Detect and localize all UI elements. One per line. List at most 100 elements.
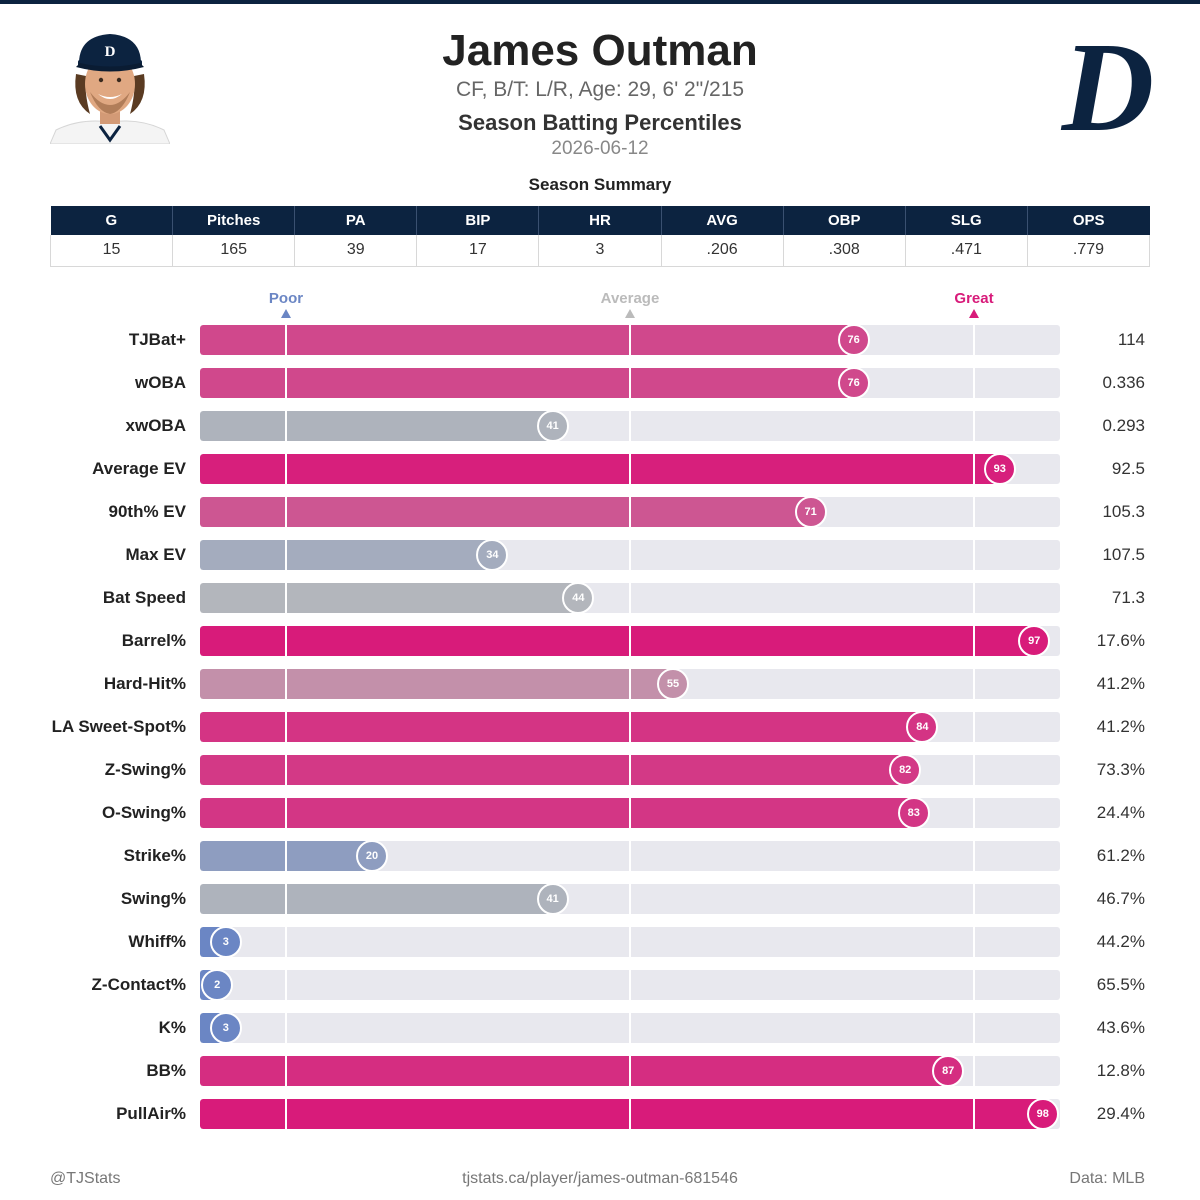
bar-track [200, 497, 1060, 527]
summary-header-cell: AVG [660, 206, 784, 235]
summary-value-cell: 165 [172, 235, 295, 267]
reference-line [285, 927, 287, 957]
metric-label: wOBA [135, 373, 186, 392]
percentile-bar [200, 583, 579, 613]
reference-line [973, 540, 975, 570]
reference-line [629, 841, 631, 871]
metric-value: 61.2% [1096, 846, 1145, 865]
percentile-bubble: 41 [536, 883, 569, 915]
bar-track [200, 970, 1060, 1000]
reference-line [973, 626, 975, 656]
scale-marker-average-icon [625, 309, 635, 318]
reference-line [629, 884, 631, 914]
bar-track [200, 325, 1060, 355]
bar-track [200, 884, 1060, 914]
metric-row: Swing% 41 46.7% [0, 883, 1200, 915]
reference-line [629, 712, 631, 742]
reference-line [285, 368, 287, 398]
reference-line [629, 1099, 631, 1129]
summary-header-cell: SLG [904, 206, 1028, 235]
scale-label-poor: Poor [268, 290, 304, 307]
percentile-bar [200, 454, 1000, 484]
reference-line [973, 712, 975, 742]
reference-line [973, 841, 975, 871]
reference-line [285, 454, 287, 484]
metric-value: 41.2% [1096, 674, 1145, 693]
percentile-bubble: 87 [932, 1055, 965, 1087]
metric-value: 73.3% [1096, 760, 1145, 779]
reference-line [285, 841, 287, 871]
summary-value-cell: .779 [1026, 235, 1151, 267]
metric-row: wOBA 76 0.336 [0, 367, 1200, 399]
summary-header-cell: BIP [416, 206, 539, 235]
reference-line [973, 583, 975, 613]
metric-row: BB% 87 12.8% [0, 1055, 1200, 1087]
metric-label: xwOBA [125, 416, 186, 435]
reference-line [285, 1099, 287, 1129]
reference-line [285, 669, 287, 699]
svg-text:D: D [105, 44, 116, 60]
svg-text:D: D [1061, 22, 1154, 146]
summary-header-cell: Pitches [172, 206, 295, 235]
reference-line [973, 970, 975, 1000]
summary-title: Season Summary [528, 175, 672, 194]
percentile-bubble: 76 [837, 367, 870, 399]
reference-line [629, 368, 631, 398]
player-name: James Outman [442, 26, 758, 75]
percentile-bar [200, 1099, 1043, 1129]
metric-row: Strike% 20 61.2% [0, 840, 1200, 872]
metric-label: Hard-Hit% [103, 674, 186, 693]
summary-header-cell: OBP [782, 206, 906, 235]
metric-value: 41.2% [1096, 717, 1145, 736]
percentile-bar [200, 368, 854, 398]
season-summary-table: G Pitches PA BIP HR AVG OBP SLG OPS 15 1… [49, 206, 1151, 267]
bar-track [200, 1013, 1060, 1043]
bar-track [200, 755, 1060, 785]
metric-value: 44.2% [1096, 932, 1145, 951]
reference-line [629, 626, 631, 656]
summary-header-cell: OPS [1026, 206, 1150, 235]
metric-value: 65.5% [1096, 975, 1145, 994]
reference-line [629, 927, 631, 957]
percentile-bar [200, 540, 493, 570]
reference-line [973, 368, 975, 398]
metric-label: Z-Swing% [104, 760, 186, 779]
reference-line [973, 798, 975, 828]
reference-line [285, 583, 287, 613]
metric-row: xwOBA 41 0.293 [0, 410, 1200, 442]
reference-line [629, 1013, 631, 1043]
metric-value: 24.4% [1096, 803, 1145, 822]
metric-value: 0.336 [1102, 373, 1145, 392]
player-headshot: D [50, 22, 170, 144]
bar-track [200, 1056, 1060, 1086]
summary-value-cell: .206 [660, 235, 784, 267]
reference-line [285, 884, 287, 914]
summary-value-cell: .471 [904, 235, 1028, 267]
metric-value: 29.4% [1096, 1104, 1145, 1123]
team-logo: D [1060, 16, 1156, 158]
metric-row: Z-Swing% 82 73.3% [0, 754, 1200, 786]
metric-label: PullAir% [116, 1104, 186, 1123]
summary-value-cell: .308 [782, 235, 906, 267]
bar-track [200, 626, 1060, 656]
reference-line [285, 712, 287, 742]
reference-line [285, 540, 287, 570]
metric-row: Z-Contact% 2 65.5% [0, 969, 1200, 1001]
metric-value: 71.3 [1111, 588, 1145, 607]
metric-row: Bat Speed 44 71.3 [0, 582, 1200, 614]
reference-line [285, 626, 287, 656]
metric-value: 12.8% [1096, 1061, 1145, 1080]
metric-label: BB% [146, 1061, 186, 1080]
metric-label: Barrel% [121, 631, 186, 650]
metric-row: Max EV 34 107.5 [0, 539, 1200, 571]
reference-line [973, 927, 975, 957]
summary-header-cell: HR [538, 206, 662, 235]
scale-label-great: Great [954, 290, 994, 307]
percentile-bar [200, 669, 673, 699]
percentile-bar [200, 497, 811, 527]
footer-credit: @TJStats [50, 1170, 121, 1187]
metric-value: 114 [1117, 330, 1145, 349]
percentile-bubble: 34 [476, 539, 509, 571]
metric-row: TJBat+ 76 114 [0, 324, 1200, 356]
metric-label: Whiff% [128, 932, 186, 951]
